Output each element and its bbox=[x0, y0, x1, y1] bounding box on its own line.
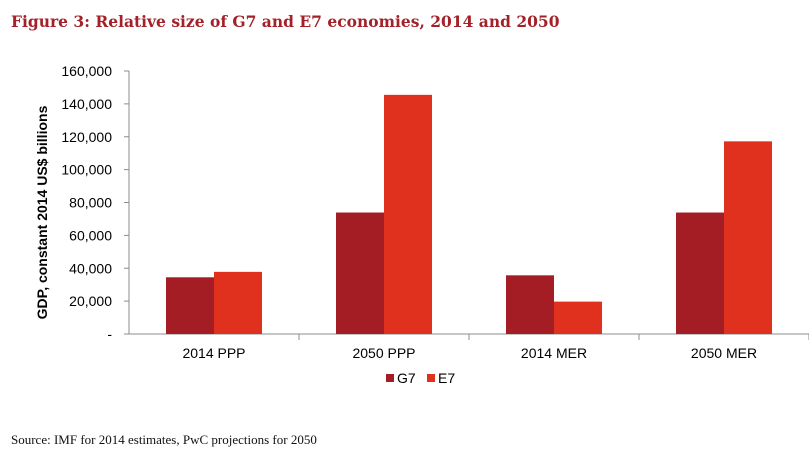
y-axis: - 20,000 40,000 60,000 80,000 100,000 120,000 1… bbox=[61, 63, 130, 342]
y-tick-label: 80,000 bbox=[69, 195, 112, 211]
y-axis-title: GDP, constant 2014 US$ billions bbox=[34, 105, 50, 319]
x-axis: 2014 PPP 2050 PPP 2014 MER 2050 MER bbox=[129, 333, 809, 361]
y-tick-label: 100,000 bbox=[61, 162, 112, 178]
bars bbox=[166, 94, 772, 334]
x-tick-label: 2014 PPP bbox=[182, 345, 245, 361]
x-tick-label: 2014 MER bbox=[521, 345, 587, 361]
y-axis-label-group: GDP, constant 2014 US$ billions bbox=[34, 105, 50, 319]
x-tick-label: 2050 PPP bbox=[352, 345, 415, 361]
y-tick-label: 140,000 bbox=[61, 96, 112, 112]
legend-label-e7: E7 bbox=[438, 370, 455, 386]
figure-title: Figure 3: Relative size of G7 and E7 eco… bbox=[11, 12, 560, 31]
y-tick-label: 60,000 bbox=[69, 227, 112, 243]
bar-e7-0 bbox=[214, 271, 262, 334]
legend-label-g7: G7 bbox=[397, 370, 416, 386]
y-tick-label: - bbox=[107, 326, 112, 342]
y-tick-label: 20,000 bbox=[69, 293, 112, 309]
source-note: Source: IMF for 2014 estimates, PwC proj… bbox=[11, 432, 317, 447]
bar-g7-2 bbox=[506, 275, 554, 334]
legend-swatch-g7 bbox=[386, 374, 394, 382]
bar-g7-0 bbox=[166, 277, 214, 334]
x-tick-label: 2050 MER bbox=[691, 345, 757, 361]
bar-e7-1 bbox=[384, 94, 432, 334]
bar-g7-1 bbox=[336, 212, 384, 334]
bar-g7-3 bbox=[676, 212, 724, 334]
y-tick-label: 40,000 bbox=[69, 260, 112, 276]
y-tick-label: 160,000 bbox=[61, 63, 112, 79]
bar-e7-3 bbox=[724, 141, 772, 334]
y-tick-label: 120,000 bbox=[61, 129, 112, 145]
bar-e7-2 bbox=[554, 301, 602, 334]
legend-swatch-e7 bbox=[427, 374, 435, 382]
legend: G7 E7 bbox=[386, 370, 455, 386]
